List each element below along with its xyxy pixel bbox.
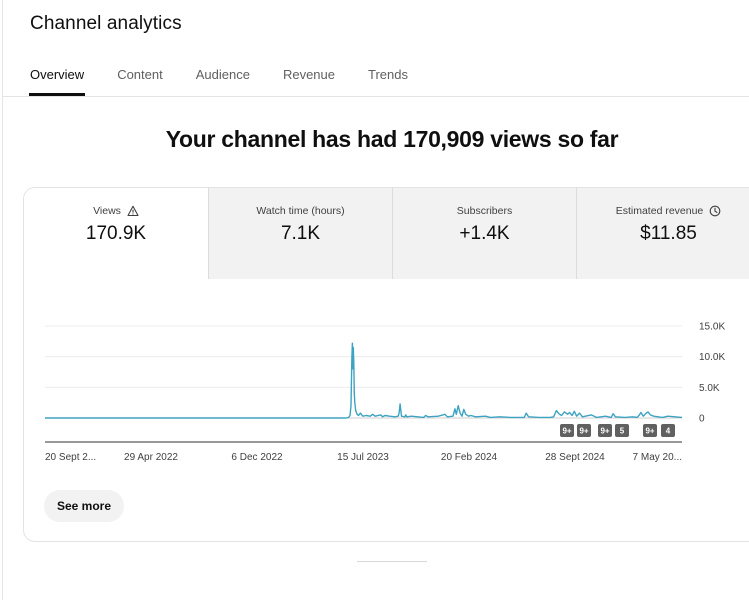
metric-tab-estimated-revenue[interactable]: Estimated revenue $11.85 (576, 188, 749, 279)
x-tick-label: 29 Apr 2022 (124, 452, 178, 463)
tab-bar: Overview Content Audience Revenue Trends (28, 56, 441, 96)
clock-icon[interactable] (709, 205, 721, 217)
tab-trends[interactable]: Trends (368, 67, 408, 82)
metric-tabs: Views 170.9K Watch time (hours) 7.1K (24, 188, 749, 279)
warning-icon[interactable] (127, 205, 139, 217)
x-tick-label: 6 Dec 2022 (231, 452, 283, 463)
see-more-button[interactable]: See more (44, 490, 125, 522)
event-marker-label: 9+ (562, 427, 571, 436)
event-marker-label: 9+ (579, 427, 588, 436)
tab-revenue[interactable]: Revenue (282, 67, 335, 82)
x-tick-label: 15 Jul 2023 (337, 452, 389, 463)
metric-tab-watch-time[interactable]: Watch time (hours) 7.1K (208, 188, 392, 279)
x-tick-label: 28 Sept 2024 (545, 452, 605, 463)
event-marker-label: 9+ (600, 427, 609, 436)
metric-value-watch-time: 7.1K (280, 223, 321, 244)
event-marker (560, 424, 574, 437)
event-marker (598, 424, 612, 437)
y-tick-label: 10.0K (699, 352, 725, 363)
event-marker-label: 9+ (645, 427, 654, 436)
x-tick-label: 20 Feb 2024 (441, 452, 498, 463)
metric-label-row: Subscribers (393, 204, 576, 218)
page-title: Channel analytics (30, 13, 182, 34)
y-tick-label: 15.0K (699, 322, 725, 333)
event-marker-label: 5 (620, 427, 625, 436)
views-line (45, 342, 683, 419)
metric-label-row: Views (24, 204, 208, 218)
metric-label-watch-time: Watch time (hours) (256, 205, 345, 217)
event-marker (643, 424, 657, 437)
tab-overview[interactable]: Overview (28, 56, 86, 96)
metric-label-estimated-revenue: Estimated revenue (615, 205, 704, 217)
metric-value-estimated-revenue: $11.85 (640, 223, 697, 244)
metric-label-row: Watch time (hours) (209, 204, 392, 218)
metric-tab-views[interactable]: Views 170.9K (24, 188, 208, 279)
views-chart[interactable]: 15.0K 10.0K 5.0K 0 20 Sept 2... 29 Apr 2022 6 … (24, 188, 749, 488)
metric-value-views: 170.9K (85, 223, 147, 244)
metric-label-row: Estimated revenue (577, 204, 749, 218)
metric-label-views: Views (93, 205, 121, 217)
y-tick-label: 5.0K (699, 383, 720, 394)
x-tick-label: 20 Sept 2... (45, 452, 96, 463)
event-marker (661, 424, 675, 437)
tab-audience[interactable]: Audience (195, 67, 250, 82)
y-tick-label: 0 (699, 414, 705, 425)
event-marker (577, 424, 591, 437)
bottom-divider (357, 561, 427, 562)
left-border (2, 0, 3, 600)
tab-content[interactable]: Content (117, 67, 163, 82)
event-marker (615, 424, 629, 437)
metric-value-subscribers: +1.4K (459, 223, 510, 244)
x-tick-label: 7 May 20... (633, 452, 682, 463)
tabs-divider (3, 96, 749, 97)
views-headline: Your channel has had 170,909 views so fa… (165, 126, 619, 152)
metric-label-subscribers: Subscribers (456, 205, 513, 217)
analytics-card: Views 170.9K Watch time (hours) 7.1K (23, 187, 749, 542)
event-marker-label: 4 (666, 427, 671, 436)
metric-tab-subscribers[interactable]: Subscribers +1.4K (392, 188, 576, 279)
